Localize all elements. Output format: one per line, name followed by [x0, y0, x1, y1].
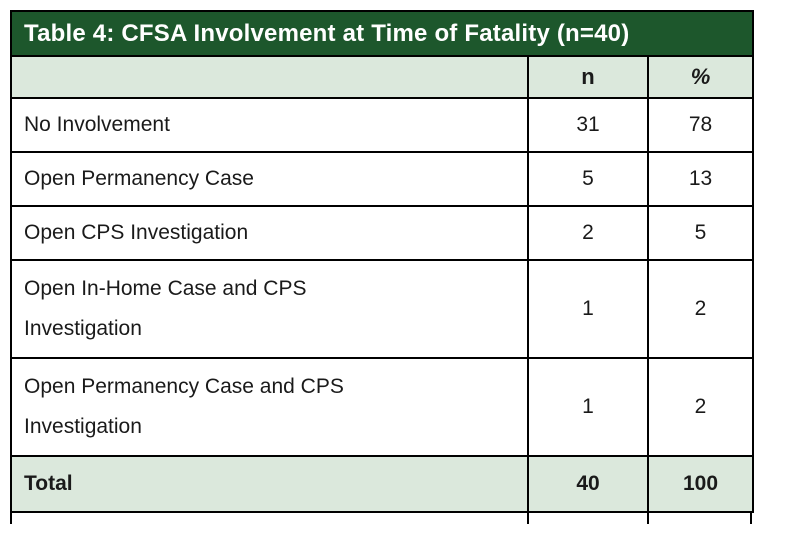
table-row: Open In-Home Case and CPS Investigation …	[10, 259, 755, 359]
column-header-n: n	[527, 55, 649, 99]
table-row: Open Permanency Case and CPS Investigati…	[10, 357, 755, 457]
column-header-label	[10, 55, 529, 99]
total-n: 40	[527, 455, 649, 513]
cell-percent: 5	[646, 205, 755, 261]
cell-n: 2	[527, 205, 649, 261]
cell-percent: 13	[646, 151, 755, 207]
cell-n: 5	[527, 151, 649, 207]
cell-percent: 2	[646, 259, 755, 359]
cell-n: 31	[527, 97, 649, 153]
row-label: No Involvement	[10, 97, 529, 153]
table-row: No Involvement 31 78	[10, 97, 755, 153]
cell-n: 1	[527, 357, 649, 457]
row-label: Open CPS Investigation	[10, 205, 529, 261]
cell-n: 1	[527, 259, 649, 359]
cell-percent: 78	[646, 97, 755, 153]
table-title-row: Table 4: CFSA Involvement at Time of Fat…	[9, 10, 755, 57]
row-label: Open Permanency Case	[10, 151, 529, 207]
table-border-stub	[647, 513, 649, 524]
column-header-percent: %	[646, 55, 755, 99]
fatality-involvement-table-container: Table 4: CFSA Involvement at Time of Fat…	[9, 10, 755, 524]
table-border-stub	[10, 513, 12, 524]
cell-percent: 2	[646, 357, 755, 457]
table-row: Open CPS Investigation 2 5	[10, 205, 755, 261]
table-border-stub	[527, 513, 529, 524]
total-percent: 100	[646, 455, 755, 513]
table-column-header-row: n %	[10, 55, 755, 99]
table-title: Table 4: CFSA Involvement at Time of Fat…	[9, 10, 755, 57]
total-label: Total	[10, 455, 529, 513]
table-total-row: Total 40 100	[10, 455, 755, 513]
row-label: Open In-Home Case and CPS Investigation	[10, 259, 529, 359]
fatality-involvement-table: Table 4: CFSA Involvement at Time of Fat…	[9, 10, 755, 513]
table-border-stub	[750, 513, 752, 524]
table-row: Open Permanency Case 5 13	[10, 151, 755, 207]
row-label: Open Permanency Case and CPS Investigati…	[10, 357, 529, 457]
